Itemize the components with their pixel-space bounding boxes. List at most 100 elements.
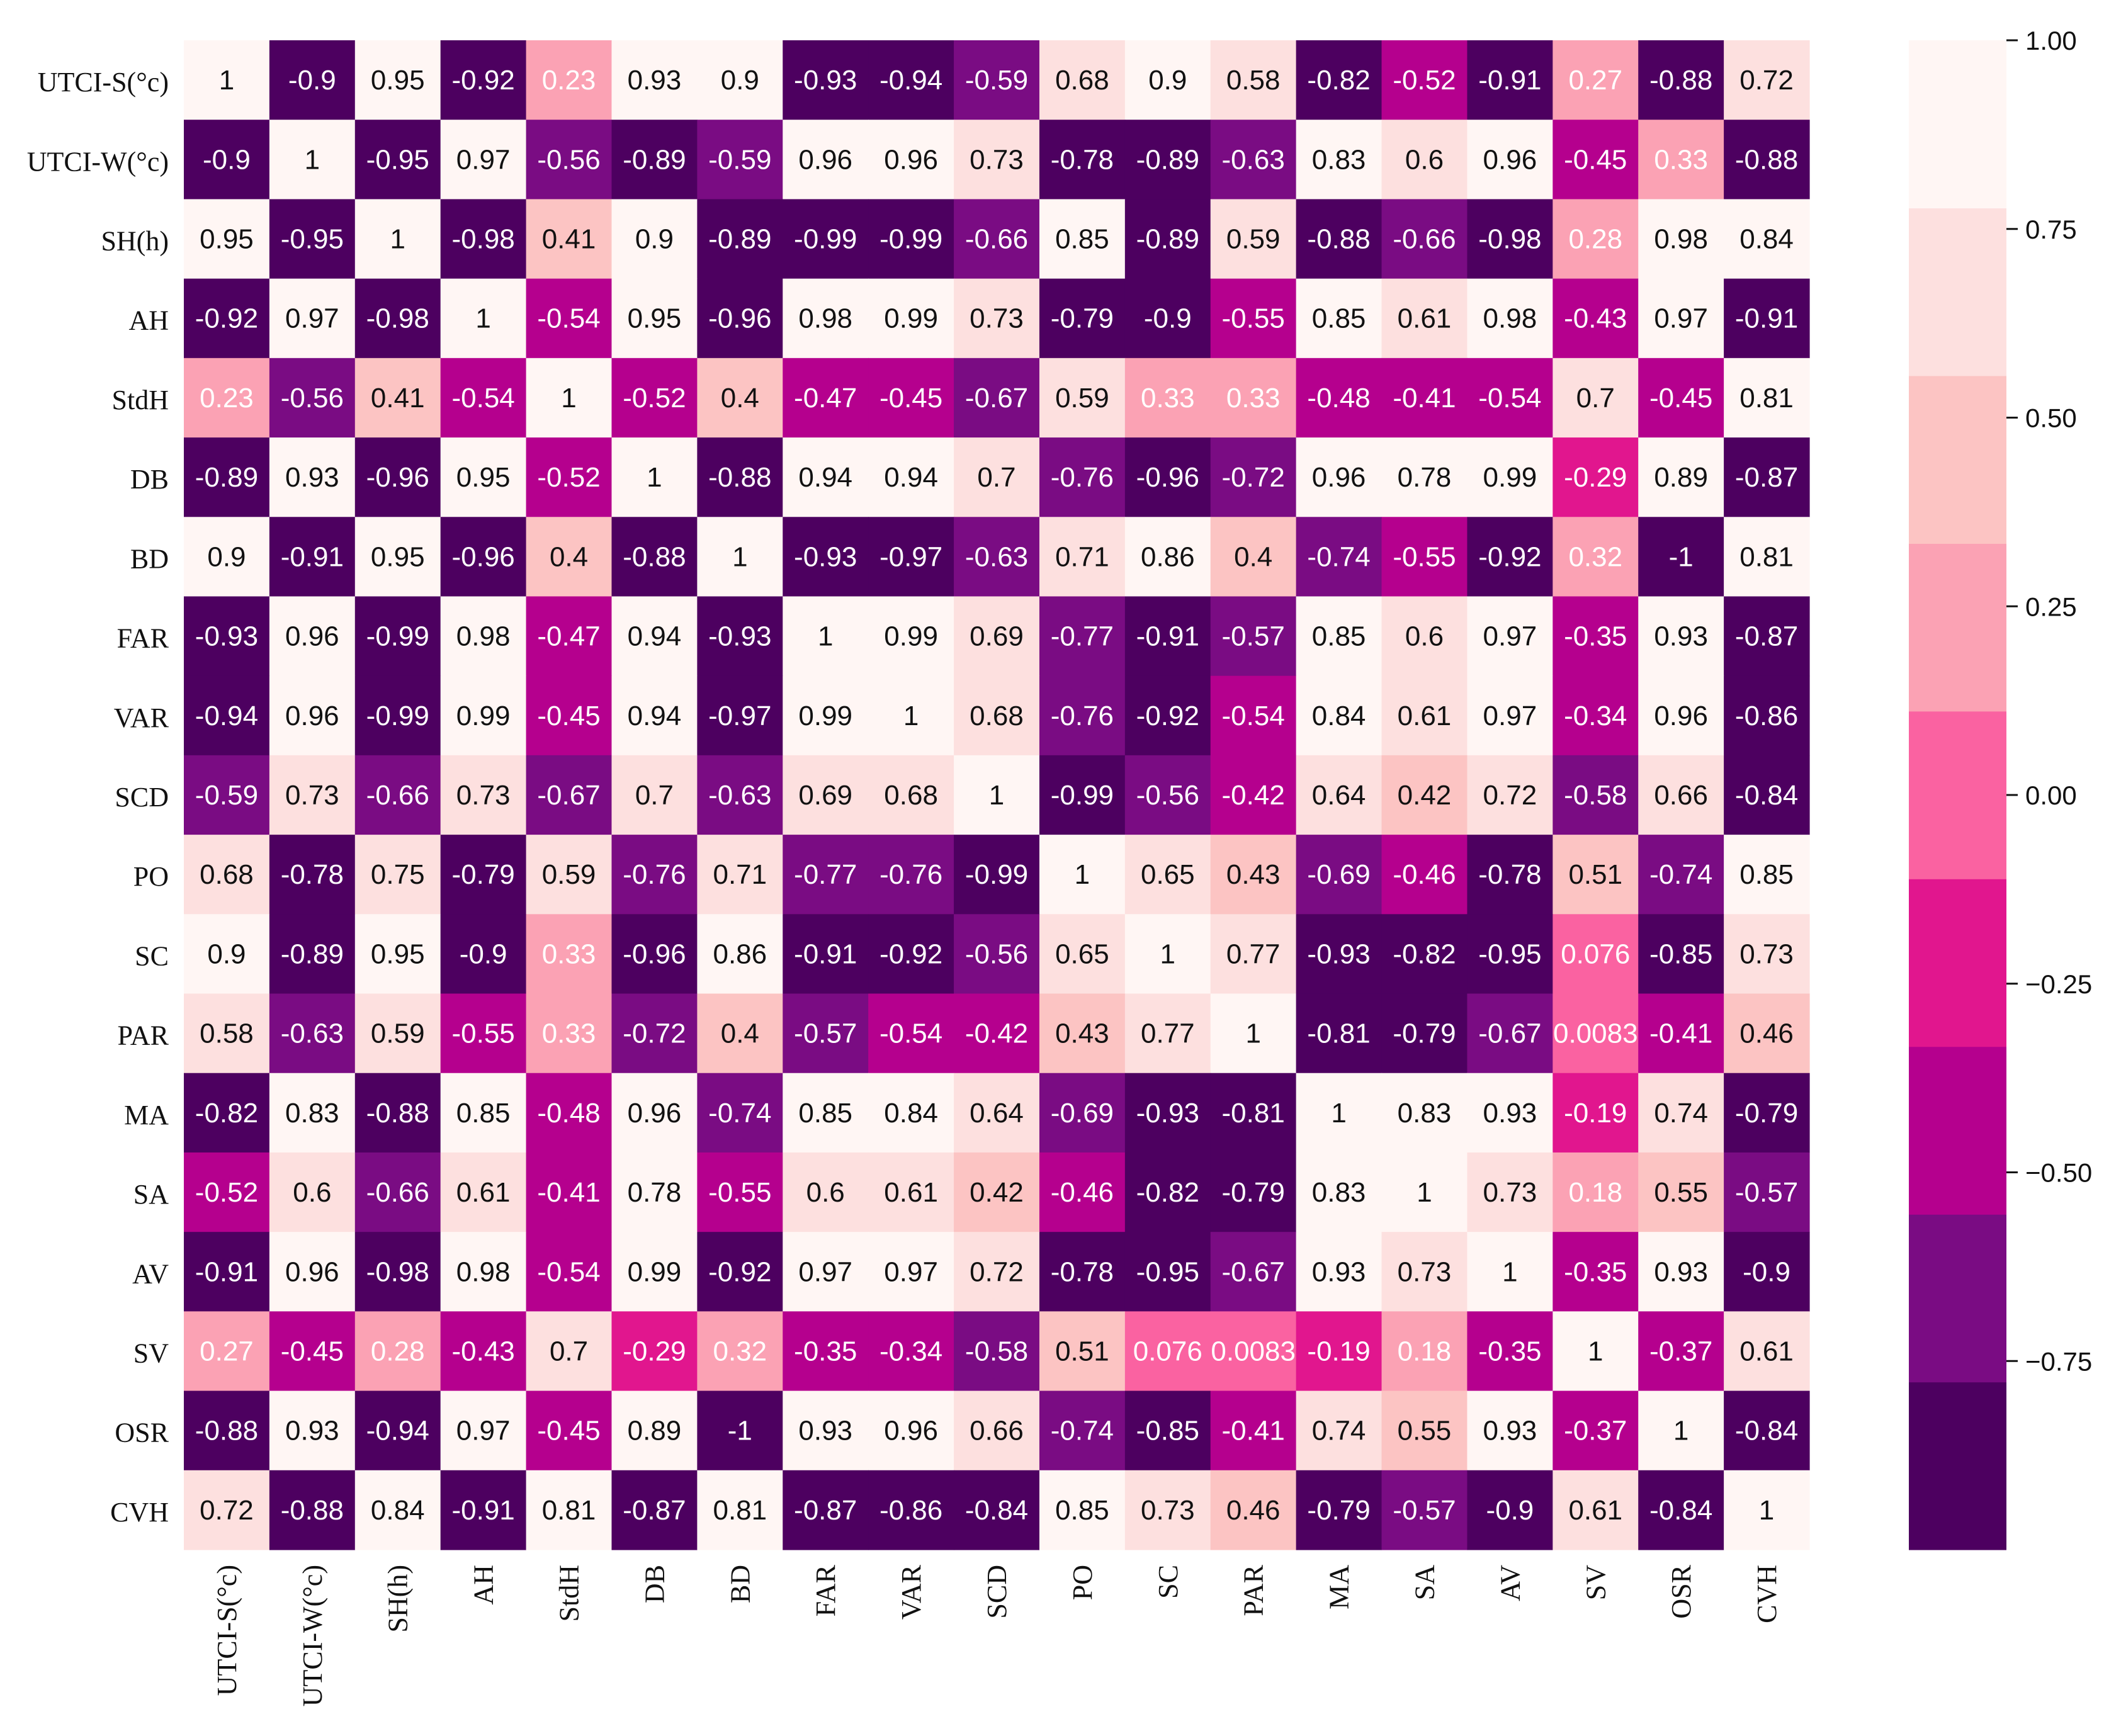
heatmap-cell [1039,914,1126,995]
heatmap-cell [783,835,869,915]
cell-value-label: 0.73 [1141,1495,1195,1526]
cell-value-label: 0.68 [884,780,938,811]
cell-value-label: 0.6 [1405,144,1444,175]
cell-value-label: -0.47 [537,621,600,652]
heatmap-cell [354,1232,441,1312]
cell-value-label: 0.33 [1226,383,1281,414]
heatmap-cell [1210,993,1297,1074]
cell-value-label: 1 [390,224,405,255]
heatmap-cell [269,278,356,359]
cell-value-label: -0.99 [366,701,429,731]
column-tick-label: PO [1067,1565,1098,1600]
cell-value-label: 0.46 [1226,1495,1281,1526]
heatmap-cell [526,1152,613,1232]
column-tick-label: StdH [554,1565,585,1621]
column-tick-label: AH [468,1565,499,1605]
cell-value-label: 1 [1160,938,1175,969]
heatmap-cell [526,675,613,756]
heatmap-cell [1724,358,1810,438]
cell-value-label: 0.61 [1739,1336,1794,1367]
cell-value-label: -0.66 [1393,224,1456,255]
heatmap-cell [269,1232,356,1312]
heatmap-cell [697,835,783,915]
cell-value-label: -0.59 [965,65,1028,96]
row-tick-label: DB [130,464,169,495]
cell-value-label: -0.59 [195,780,258,811]
heatmap-cell [1724,835,1810,915]
heatmap-cell [1467,835,1553,915]
heatmap-cell [1553,199,1639,279]
row-tick-label: SV [133,1338,169,1368]
cell-value-label: -0.88 [366,1098,429,1129]
heatmap-cell [1381,596,1468,677]
heatmap-cell [611,755,698,835]
row-tick-label: SH(h) [101,226,169,257]
heatmap-cell [1124,40,1211,120]
heatmap-cell [1039,40,1126,120]
cell-value-label: 0.9 [1148,65,1187,96]
cell-value-label: 0.28 [1568,224,1622,255]
cell-value-label: -0.84 [1649,1495,1712,1526]
cell-value-label: -0.99 [1051,780,1114,811]
cell-value-label: -0.96 [623,938,686,969]
cell-value-label: 0.64 [970,1098,1024,1129]
cell-value-label: -0.63 [965,541,1028,572]
heatmap-cell [269,199,356,279]
heatmap-cell [269,675,356,756]
heatmap-cell [954,120,1040,200]
cell-value-label: 0.99 [884,303,938,334]
heatmap-cell [440,1470,527,1550]
heatmap-cell [269,517,356,597]
heatmap-cell [1039,1152,1126,1232]
heatmap-cell [1467,199,1553,279]
cell-value-label: -0.88 [1649,65,1712,96]
heatmap-cell [1467,675,1553,756]
cell-value-label: 0.73 [1483,1177,1537,1208]
heatmap-cell [1381,1470,1468,1550]
cell-value-label: 1 [1417,1177,1432,1208]
cell-value-label: -0.56 [1136,780,1199,811]
cell-value-label: -0.45 [880,383,942,414]
cell-value-label: 0.61 [456,1177,511,1208]
cell-value-label: 0.9 [207,541,246,572]
cell-value-label: 0.43 [1055,1018,1109,1049]
heatmap-cell [868,278,954,359]
heatmap-cell [1638,675,1724,756]
cell-value-label: -0.79 [1307,1495,1370,1526]
cell-value-label: 0.75 [371,859,425,890]
heatmap-cell [1039,675,1126,756]
heatmap-cell [868,1152,954,1232]
cell-value-label: 0.99 [456,701,511,731]
cell-value-label: -0.46 [1393,859,1456,890]
heatmap-cell [526,1232,613,1312]
cell-value-label: -0.86 [1735,701,1798,731]
cell-value-label: -0.74 [708,1098,771,1129]
cell-value-label: 0.69 [970,621,1024,652]
colorbar-tick-label: 1.00 [2025,26,2077,55]
cell-value-label: -0.63 [1222,144,1285,175]
cell-value-label: -0.87 [623,1495,686,1526]
colorbar-segment [1909,208,2006,376]
heatmap-cell [611,199,698,279]
heatmap-cell [1638,596,1724,677]
heatmap-cell [440,596,527,677]
colorbar-tick-label: 0.75 [2025,215,2077,244]
cell-value-label: 1 [1588,1336,1603,1367]
cell-value-label: -0.34 [880,1336,942,1367]
cell-value-label: -0.57 [1393,1495,1456,1526]
heatmap-cell [440,1311,527,1392]
cell-value-label: 0.68 [1055,65,1109,96]
cell-value-label: -0.87 [1735,621,1798,652]
cell-value-label: -0.55 [1222,303,1285,334]
cell-value-label: -0.86 [880,1495,942,1526]
heatmap-cell [1638,914,1724,995]
heatmap-cell [1553,40,1639,120]
heatmap-cell [1638,835,1724,915]
heatmap-cell [354,1311,441,1392]
cell-value-label: -0.91 [794,938,857,969]
heatmap-cell [868,993,954,1074]
cell-value-label: 0.58 [1226,65,1281,96]
cell-value-label: -0.9 [460,938,507,969]
cell-value-label: 0.55 [1654,1177,1708,1208]
colorbar-segment [1909,1046,2006,1215]
